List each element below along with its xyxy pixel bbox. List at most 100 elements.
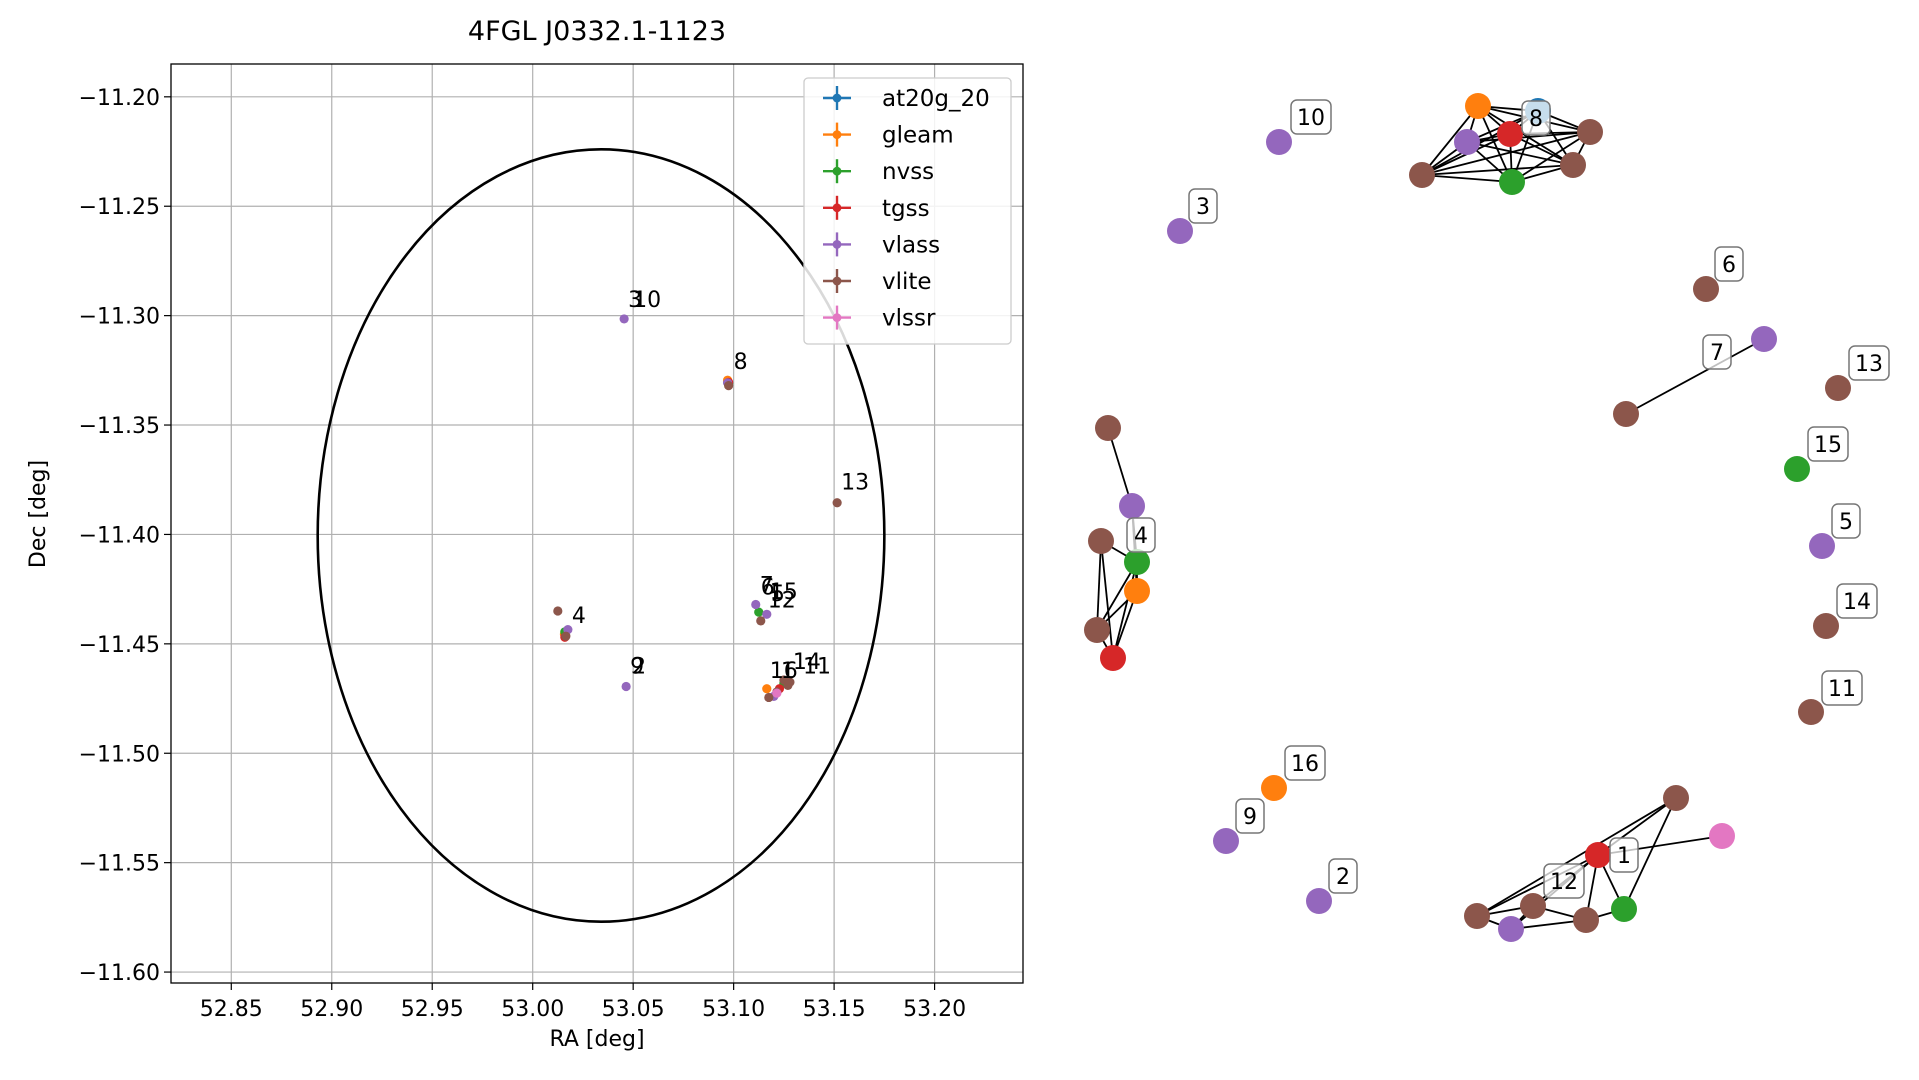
data-points — [553, 314, 842, 703]
legend-label: gleam — [882, 123, 954, 149]
network-node — [1100, 645, 1126, 671]
node-label-box — [1702, 334, 1732, 370]
chart-title: 4FGL J0332.1-1123 — [468, 16, 726, 47]
network-node — [1409, 162, 1435, 188]
node-label-box — [1126, 517, 1156, 553]
legend-label: vlite — [882, 269, 932, 295]
point-vlite — [553, 606, 563, 616]
network-panel: 10 3 6 7 13 15 5 14 11 16 9 2 8 4 1 12 — [1084, 93, 1890, 942]
network-node-label: 16 — [1284, 745, 1326, 781]
network-node — [1693, 276, 1719, 302]
network-node-label: 8 — [1521, 100, 1551, 136]
node-label-text: 15 — [1814, 433, 1842, 458]
point-vlite — [832, 498, 842, 508]
network-node — [1784, 456, 1810, 482]
network-node — [1613, 401, 1639, 427]
point-gleam — [762, 684, 772, 694]
point-vlite — [561, 631, 571, 641]
network-node — [1751, 326, 1777, 352]
legend-label: nvss — [882, 159, 934, 185]
network-node — [1124, 578, 1150, 604]
y-tick-label: −11.20 — [79, 86, 160, 111]
node-label-text: 8 — [1529, 107, 1543, 132]
y-tick-label: −11.60 — [79, 961, 160, 986]
legend-label: vlssr — [882, 306, 936, 332]
legend-box — [803, 77, 1012, 345]
node-label-box — [1188, 188, 1218, 224]
network-node-labels: 10 3 6 7 13 15 5 14 11 16 9 2 8 4 1 12 — [1126, 99, 1890, 899]
point-label: 6 — [761, 576, 775, 601]
node-label-box — [1821, 670, 1863, 706]
node-label-text: 10 — [1297, 106, 1325, 131]
network-node-label: 10 — [1290, 99, 1332, 135]
x-tick-label: 53.05 — [602, 997, 665, 1022]
network-node — [1825, 375, 1851, 401]
network-node — [1573, 907, 1599, 933]
y-tick-label: −11.50 — [79, 742, 160, 767]
network-node — [1585, 842, 1611, 868]
network-edge — [1100, 540, 1114, 659]
point-label: 13 — [841, 471, 869, 496]
point-vlssr — [772, 688, 782, 698]
point-label: 4 — [572, 604, 586, 629]
point-vlite — [756, 616, 766, 626]
y-tick-label: −11.25 — [79, 195, 160, 220]
x-tick-label: 52.95 — [401, 997, 464, 1022]
point-label: 2 — [632, 654, 646, 679]
point-vlite — [724, 381, 734, 391]
network-node-label: 4 — [1126, 517, 1156, 553]
legend-entry-at20g_20: at20g_20 — [823, 86, 990, 112]
point-label: 14 — [793, 650, 821, 675]
point-label: 12 — [768, 589, 796, 614]
network-edge — [1421, 174, 1513, 183]
y-axis-ticks: −11.20 −11.25 −11.30 −11.35 −11.40 −11.45 −11.… — [79, 86, 171, 986]
network-node — [1520, 893, 1546, 919]
network-node-label: 6 — [1714, 246, 1744, 282]
point-label: 16 — [770, 659, 798, 684]
node-label-text: 12 — [1550, 870, 1578, 895]
localization-ellipse-curve — [316, 148, 886, 924]
legend-label: at20g_20 — [882, 86, 990, 112]
legend-marker-dot — [832, 93, 842, 103]
network-node — [1261, 775, 1287, 801]
network-edge — [1476, 797, 1677, 917]
node-label-text: 4 — [1134, 524, 1148, 549]
x-tick-label: 52.90 — [300, 997, 363, 1022]
network-node — [1498, 916, 1524, 942]
x-tick-label: 53.15 — [803, 997, 866, 1022]
point-label: 1 — [781, 659, 795, 684]
network-node-label: 1 — [1609, 837, 1639, 873]
point-vlass — [751, 599, 761, 610]
point-vlass — [762, 609, 772, 619]
legend-marker-dot — [832, 203, 842, 213]
network-node — [1499, 169, 1525, 195]
point-vlite — [785, 677, 795, 687]
network-node — [1119, 493, 1145, 519]
network-node — [1611, 896, 1637, 922]
node-label-text: 9 — [1243, 805, 1257, 830]
legend-marker-dot — [832, 276, 842, 286]
network-edge — [1096, 561, 1138, 631]
legend-marker-dot — [832, 130, 842, 140]
node-label-box — [1714, 246, 1744, 282]
point-nvss — [754, 607, 764, 617]
plot-frame — [170, 63, 1024, 984]
network-node-label: 5 — [1831, 503, 1861, 539]
network-edge — [1421, 105, 1479, 176]
node-label-text: 6 — [1722, 253, 1736, 278]
y-axis-label: Dec [deg] — [26, 460, 51, 568]
network-node — [1213, 828, 1239, 854]
node-label-text: 14 — [1843, 590, 1871, 615]
network-node-label: 14 — [1836, 583, 1878, 619]
legend-marker-dot — [832, 313, 842, 322]
network-node-label: 9 — [1235, 798, 1265, 834]
localization-ellipse — [316, 148, 886, 924]
network-node — [1560, 152, 1586, 178]
network-node — [1095, 415, 1121, 441]
network-node — [1167, 218, 1193, 244]
y-tick-label: −11.55 — [79, 852, 160, 877]
legend-entry-nvss: nvss — [823, 159, 934, 185]
node-label-text: 2 — [1336, 865, 1350, 890]
legend-entry-vlite: vlite — [823, 269, 932, 295]
